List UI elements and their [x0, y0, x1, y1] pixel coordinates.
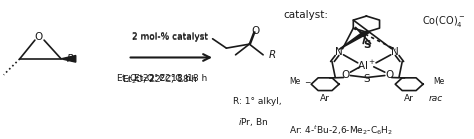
Text: catalyst:: catalyst: [284, 10, 329, 20]
Text: S: S [364, 74, 370, 84]
Text: O: O [251, 26, 259, 36]
Text: R: R [269, 50, 276, 60]
Text: O: O [34, 32, 42, 42]
Text: Et$_2$O, 22°C, 18 h: Et$_2$O, 22°C, 18 h [117, 73, 192, 85]
Text: Et$_2$O, 22°C, 18 h: Et$_2$O, 22°C, 18 h [122, 74, 198, 86]
Text: Al$^+$: Al$^+$ [357, 59, 376, 72]
Text: Ar: 4-$^t$Bu-2,6-Me$_2$-C$_6$H$_2$: Ar: 4-$^t$Bu-2,6-Me$_2$-C$_6$H$_2$ [289, 123, 393, 136]
Polygon shape [339, 32, 370, 49]
Text: rac: rac [428, 94, 443, 103]
Text: R: 1° alkyl,: R: 1° alkyl, [233, 97, 282, 106]
Text: N: N [392, 47, 399, 57]
Text: O: O [342, 70, 350, 80]
Text: 2 mol-% catalyst: 2 mol-% catalyst [132, 33, 209, 42]
Text: Me: Me [433, 77, 445, 86]
Text: O: O [385, 70, 393, 80]
Polygon shape [61, 55, 76, 62]
Text: Et₂O, 22°C, 18 h: Et₂O, 22°C, 18 h [134, 74, 207, 83]
Text: Ar: Ar [404, 94, 414, 103]
Text: N: N [335, 47, 343, 57]
Text: R: R [66, 54, 74, 64]
Text: Ar: Ar [320, 94, 330, 103]
Text: Co(CO)$_4^-$: Co(CO)$_4^-$ [421, 14, 465, 29]
Text: $i$Pr, Bn: $i$Pr, Bn [238, 116, 268, 128]
Text: S: S [363, 40, 371, 50]
Text: ─: ─ [305, 77, 310, 86]
Text: Me: Me [290, 77, 301, 86]
Text: 2 mol-% catalyst: 2 mol-% catalyst [132, 32, 209, 41]
